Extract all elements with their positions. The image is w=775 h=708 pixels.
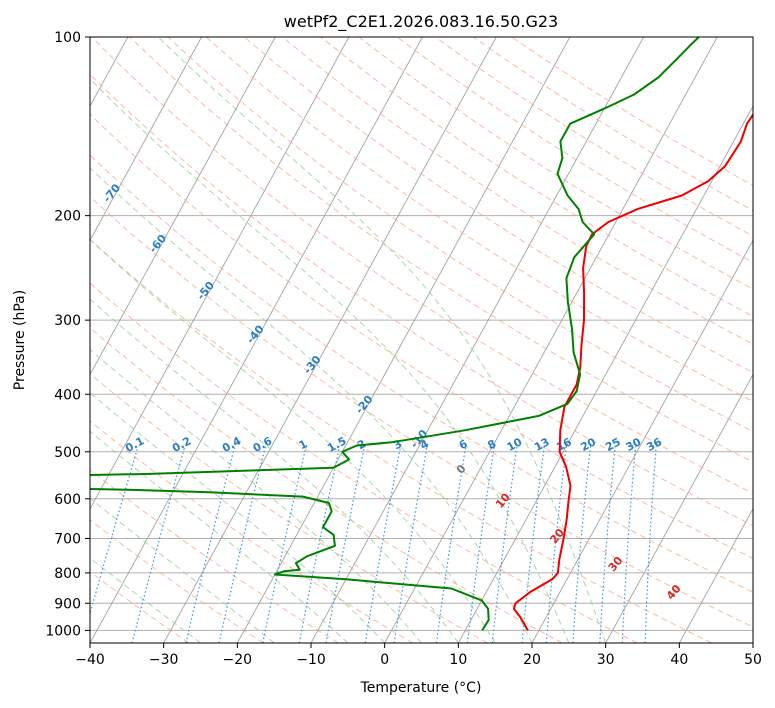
dry-adiabat-line [90, 519, 264, 643]
mixing-ratio-line [435, 446, 467, 643]
y-tick-label: 700 [54, 532, 81, 548]
mixing-ratio-line [621, 446, 637, 643]
dry-adiabat-line [90, 571, 190, 643]
x-tick-label: −30 [149, 652, 179, 668]
y-tick-label: 1000 [45, 623, 81, 639]
dry-adiabat-line [358, 37, 753, 290]
dry-adiabat-line [90, 420, 414, 643]
plot-frame [89, 36, 754, 644]
x-tick-label: −20 [223, 652, 253, 668]
mixing-ratio-label: 25 [603, 435, 623, 454]
x-tick-label: 0 [380, 652, 389, 668]
x-tick-label: 10 [449, 652, 467, 668]
x-tick-label: 50 [744, 652, 762, 668]
mixing-ratio-line [364, 446, 402, 643]
mixing-ratio-line [185, 446, 236, 643]
mixing-ratio-line [466, 446, 495, 643]
y-tick-label: 400 [54, 387, 81, 403]
dry-adiabat-line [90, 373, 488, 643]
x-tick-label: −10 [296, 652, 326, 668]
moist-adiabat-line [90, 430, 349, 643]
dry-adiabat-line [90, 196, 753, 628]
y-tick-label: 100 [54, 30, 81, 46]
x-tick-label: −40 [75, 652, 105, 668]
mixing-ratio-label: 13 [532, 435, 552, 454]
plot-area: 0.10.20.40.611.52346810131620253036-100-… [90, 37, 753, 643]
y-tick-label: 900 [54, 596, 81, 612]
isotherm-line [531, 239, 753, 643]
dry-adiabat-line [90, 469, 339, 643]
x-tick-label: 20 [523, 652, 541, 668]
y-tick-label: 600 [54, 492, 81, 508]
mixing-ratio-line [644, 446, 657, 643]
mixing-ratio-line [572, 446, 592, 643]
y-tick-label: 800 [54, 566, 81, 582]
isotherm-line [236, 37, 571, 643]
isotherm-line [605, 373, 753, 643]
mixing-ratio-label: 10 [505, 435, 525, 454]
moist-adiabat-line [90, 78, 570, 643]
mixing-ratio-line [545, 446, 567, 643]
dry-adiabat-line [90, 282, 638, 643]
x-axis-label: Temperature (°C) [360, 680, 482, 696]
isotherm-line [90, 37, 350, 510]
mixing-ratio-line [298, 446, 341, 643]
temperature-profile-line [512, 112, 753, 631]
moist-adiabat-line [157, 37, 607, 643]
mixing-ratio-line [491, 446, 518, 643]
mixing-ratio-line [599, 446, 616, 643]
dry-adiabat-line [90, 73, 753, 526]
isotherm-line [384, 37, 718, 643]
isotherm-line [457, 105, 753, 643]
axes: −40 −30 −20 −10 0 10 20 30 40 50 1000 900 800 700 600 5… [45, 30, 762, 668]
dry-adiabat-line [205, 37, 753, 403]
y-tick-label: 500 [54, 445, 81, 461]
mixing-ratio-line [325, 446, 365, 643]
dry-adiabat-line [90, 238, 712, 643]
isotherm-line [678, 507, 753, 643]
mixing-ratio-label: 20 [578, 435, 598, 454]
mixing-ratio-label: 30 [624, 435, 644, 454]
dewpoint-profile-line [90, 37, 700, 631]
dry-adiabat-line [90, 154, 753, 593]
moist-adiabat-line [90, 239, 496, 643]
moist-adiabat-line [90, 348, 422, 643]
dry-adiabat-line [90, 113, 753, 559]
mixing-ratio-line [218, 446, 266, 643]
y-axis-label: Pressure (hPa) [12, 290, 28, 390]
x-tick-label: 30 [597, 652, 615, 668]
x-tick-label: 40 [670, 652, 688, 668]
mixing-ratio-label: 36 [644, 435, 664, 454]
dry-adiabat-line [90, 327, 563, 643]
chart-title: wetPf2_C2E1.2026.083.16.50.G23 [284, 12, 558, 32]
y-tick-label: 200 [54, 209, 81, 225]
moist-adiabat-line [90, 298, 459, 643]
mixing-ratio-line [393, 446, 428, 643]
isotherm-line [163, 37, 497, 643]
moist-adiabat-line [90, 167, 533, 643]
mixing-ratio-line [262, 446, 307, 643]
mixing-ratio-line [521, 446, 545, 643]
isotherm-line [90, 37, 276, 376]
dry-adiabat-line [167, 37, 753, 433]
isotherm-line [90, 37, 202, 242]
dry-adiabat-line [243, 37, 753, 374]
y-tick-label: 300 [54, 313, 81, 329]
